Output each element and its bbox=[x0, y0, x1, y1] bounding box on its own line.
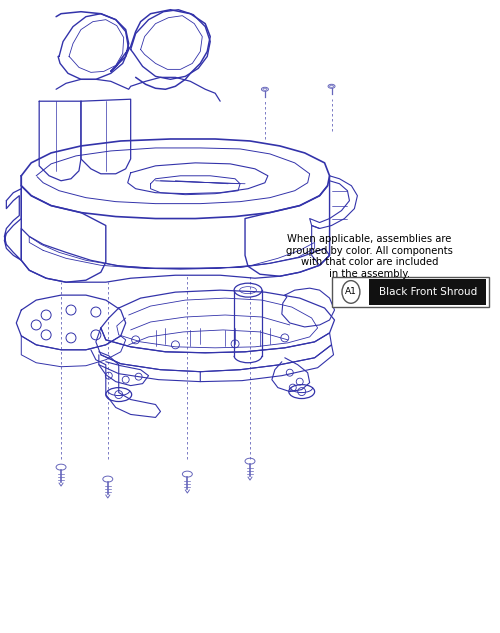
FancyBboxPatch shape bbox=[370, 279, 486, 305]
Circle shape bbox=[342, 280, 360, 303]
Text: When applicable, assemblies are
grouped by color. All components
with that color: When applicable, assemblies are grouped … bbox=[286, 234, 453, 279]
Text: A1: A1 bbox=[345, 287, 357, 296]
FancyBboxPatch shape bbox=[332, 277, 488, 307]
Text: Black Front Shroud: Black Front Shroud bbox=[378, 287, 477, 297]
